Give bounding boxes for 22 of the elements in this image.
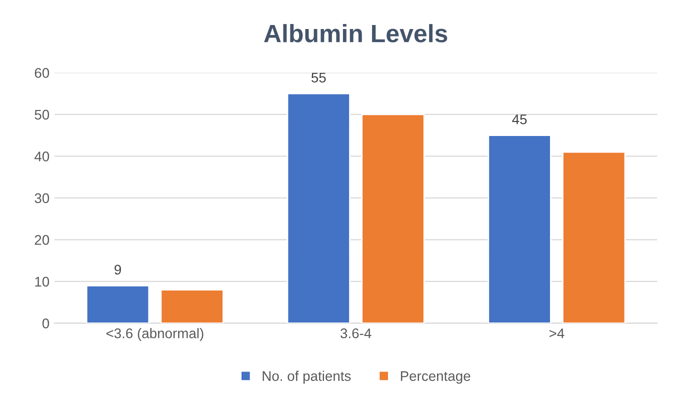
bar [86, 284, 150, 324]
data-label: 55 [311, 72, 326, 83]
y-tick-label: 20 [34, 235, 50, 245]
y-tick-label: 0 [42, 318, 50, 328]
data-label: 45 [512, 114, 527, 124]
bar [562, 151, 626, 324]
bar [286, 92, 350, 324]
chart-title: Albumin Levels [264, 24, 448, 42]
y-tick-label: 10 [35, 276, 50, 287]
bar [160, 289, 224, 324]
y-tick-label: 40 [34, 152, 50, 162]
bar [361, 114, 425, 324]
y-tick-label: 30 [34, 193, 50, 204]
x-tick-label: >4 [549, 328, 564, 338]
data-label: 9 [114, 264, 121, 275]
legend-label: No. of patients [262, 370, 351, 384]
y-tick-label: 50 [34, 110, 50, 120]
legend-label: Percentage [400, 371, 470, 384]
x-tick-label: 3.6-4 [340, 328, 372, 338]
y-tick-label: 60 [34, 68, 50, 78]
bar [488, 134, 552, 324]
x-tick-label: <3.6 (abnormal) [106, 328, 204, 341]
